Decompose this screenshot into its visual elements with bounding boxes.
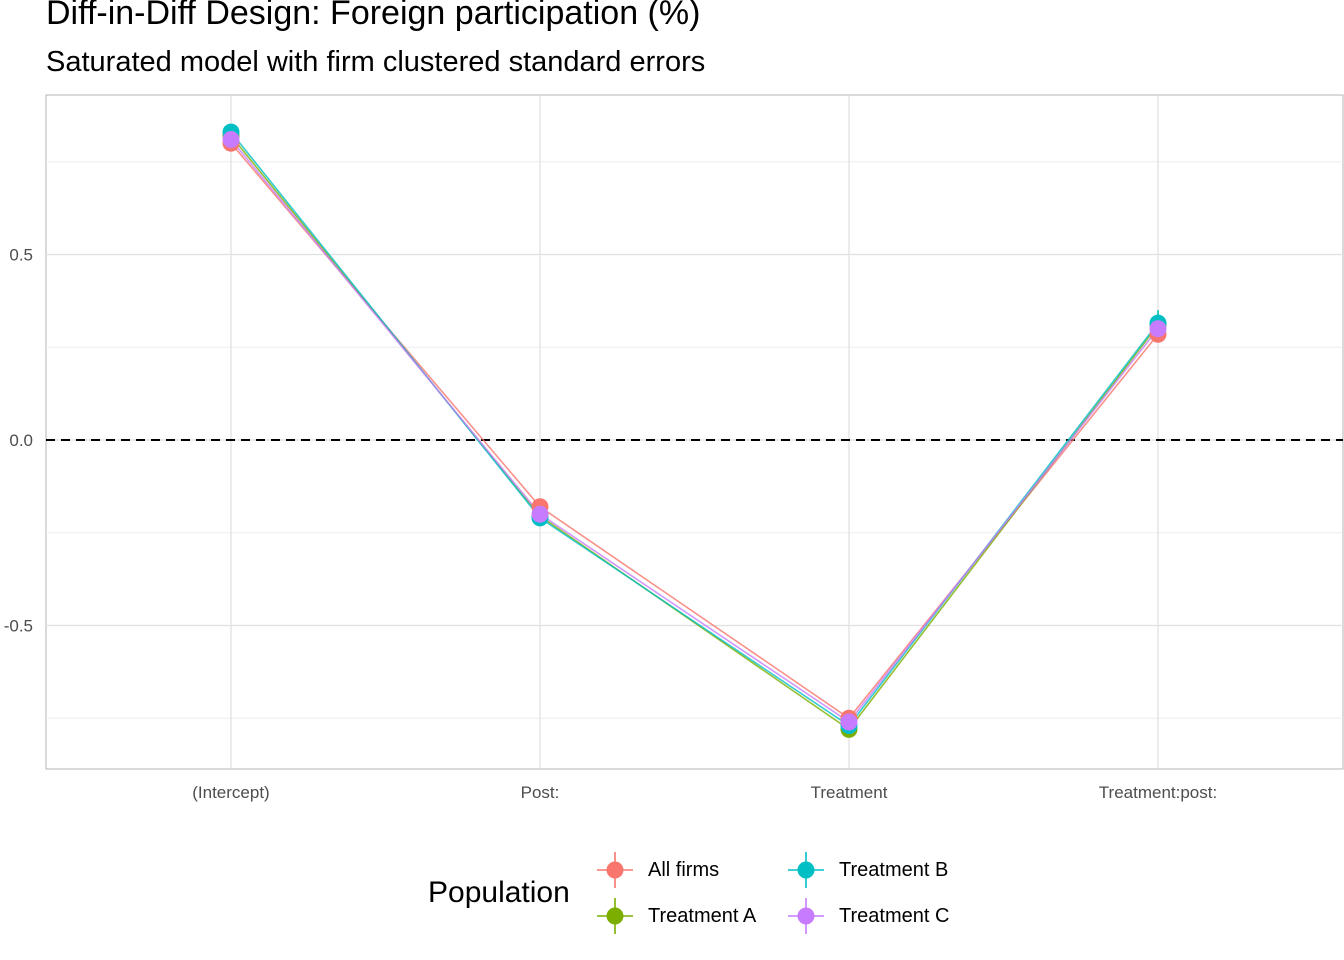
panel-border — [45, 94, 1344, 770]
series-line — [230, 131, 1159, 727]
data-point — [840, 713, 858, 731]
chart-subtitle: Saturated model with firm clustered stan… — [46, 46, 706, 78]
legend-item: All firms — [595, 850, 719, 890]
legend-key-point — [797, 907, 815, 925]
y-tick-label: 0.5 — [9, 246, 33, 265]
axis-layer: -0.5 0.0 0.5 (Intercept) Post: Treatment Treat… — [4, 246, 1218, 803]
x-tick-label: Post: — [521, 783, 560, 802]
series-layer — [222, 123, 1167, 738]
data-point — [531, 505, 549, 523]
legend-key-point — [797, 861, 815, 879]
legend-label: Treatment A — [648, 904, 757, 927]
legend-key — [597, 852, 633, 888]
x-tick-label: Treatment:post: — [1099, 783, 1217, 802]
legend-item: Treatment A — [595, 896, 756, 936]
legend-label: All firms — [648, 858, 720, 881]
legend-key-point — [606, 861, 624, 879]
series-line — [230, 142, 1159, 720]
legend-key-point — [606, 907, 624, 925]
series-line — [230, 135, 1159, 731]
legend-key — [788, 852, 824, 888]
chart-title: Diff-in-Diff Design: Foreign participati… — [46, 0, 701, 32]
legend-item: Treatment B — [786, 850, 948, 890]
x-tick-label: Treatment — [811, 783, 888, 802]
legend-item: Treatment C — [786, 896, 949, 936]
data-point — [222, 130, 240, 148]
grid-layer — [45, 94, 1344, 770]
y-tick-label: 0.0 — [9, 431, 33, 450]
y-tick-label: -0.5 — [4, 617, 33, 636]
legend-key — [788, 898, 824, 934]
legend-label: Treatment C — [839, 904, 950, 927]
legend-key — [597, 898, 633, 934]
legend-title: Population — [428, 876, 570, 909]
data-point — [1149, 320, 1167, 338]
x-tick-label: (Intercept) — [192, 783, 269, 802]
series-line — [230, 138, 1159, 724]
legend-label: Treatment B — [839, 858, 949, 881]
